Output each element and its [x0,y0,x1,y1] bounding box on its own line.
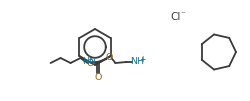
Text: NH: NH [130,57,144,66]
Text: O: O [94,73,102,82]
Text: ⁻: ⁻ [180,11,185,19]
Text: O: O [105,54,113,63]
Text: +: + [139,55,145,64]
Text: O: O [86,58,94,67]
Text: HN: HN [82,57,96,66]
Text: Cl: Cl [170,12,180,22]
